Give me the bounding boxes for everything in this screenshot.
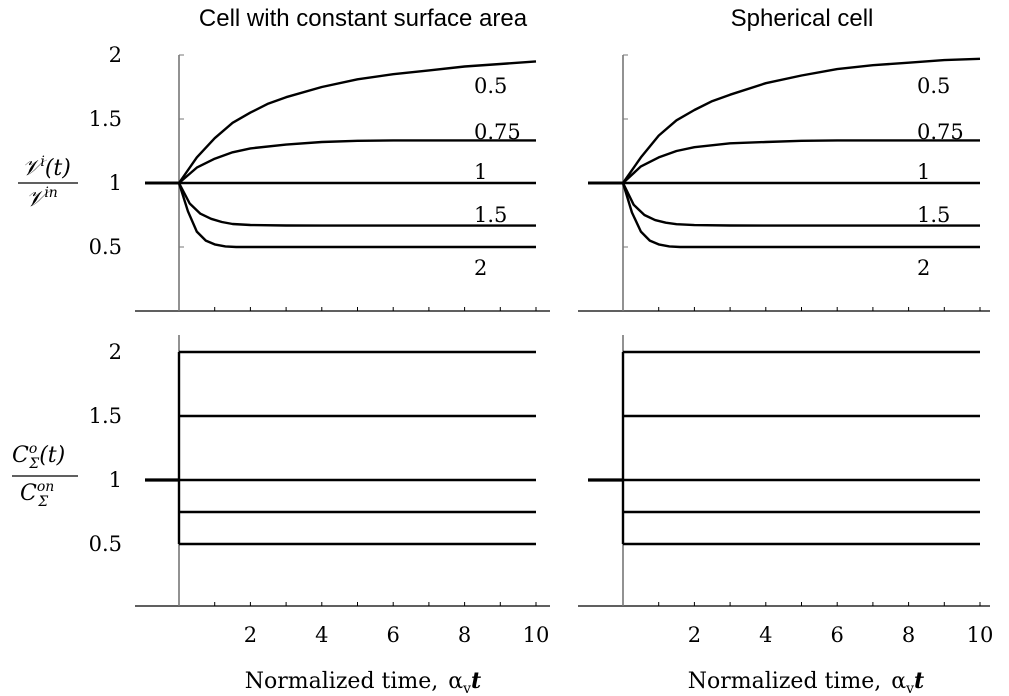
y-tick-label: 1.5: [89, 404, 122, 428]
panel-top-right: 0.5 0.75 1 1.5 2: [578, 54, 990, 312]
title-left: Cell with constant surface area: [199, 5, 528, 32]
y-label-top: 𝒱i(t) 𝒱in: [18, 154, 78, 212]
series-line: [588, 181, 980, 249]
x-tick-label: 2: [244, 623, 257, 647]
y-bot-den: C: [20, 481, 37, 506]
y-tick-label: 1: [109, 468, 122, 492]
y-bot-num: C: [12, 443, 29, 468]
y-bot-num-arg: (t): [39, 443, 65, 468]
x-tick-label: 2: [688, 623, 701, 647]
curve-label: 2: [474, 256, 487, 280]
series-line: [588, 139, 980, 185]
panel-bottom-left: 2 4 6 8 10 0.5 1 1.5 2: [89, 335, 550, 647]
y-tick-label: 0.5: [89, 235, 122, 259]
series-line: [588, 181, 980, 227]
panels: 0.5 1 1.5 2 0.5 0.75 1 1.5 2 0.5 0.75 1 1.5 2 2 4 6 8 10 0.…: [89, 43, 994, 647]
y-tick-label: 2: [109, 340, 122, 364]
y-tick-label: 1: [109, 171, 122, 195]
y-bot-num-sub: Σ: [28, 456, 39, 472]
x-tick-label: 10: [967, 623, 994, 647]
x-tick-label: 8: [458, 623, 471, 647]
curve-label: 1.5: [917, 203, 950, 227]
y-bot-den-sub: Σ: [37, 494, 48, 510]
x-tick-label: 6: [831, 623, 844, 647]
panel-top-left: 0.5 1 1.5 2 0.5 0.75 1 1.5 2: [89, 43, 550, 312]
curve-label: 1.5: [474, 203, 507, 227]
x-tick-label: 6: [387, 623, 400, 647]
series-line: [145, 181, 536, 249]
svg-text:𝒱i(t): 𝒱i(t): [22, 154, 71, 181]
curve-label: 0.5: [474, 74, 507, 98]
series-line: [145, 181, 536, 227]
curve-label: 0.75: [917, 120, 964, 144]
y-top-num-sup: i: [40, 154, 44, 170]
series-line: [588, 57, 981, 185]
y-top-den-sup: in: [44, 185, 58, 201]
y-tick-label: 2: [109, 43, 122, 67]
curve-label: 1: [917, 160, 930, 184]
x-tick-label: 4: [315, 623, 328, 647]
title-right: Spherical cell: [731, 5, 874, 32]
x-label-left: Normalized time, αvt: [245, 668, 481, 696]
curve-label: 0.5: [917, 74, 950, 98]
y-bot-den-sup: on: [37, 479, 54, 495]
y-top-num-arg: (t): [45, 156, 71, 181]
x-label-right: Normalized time, αvt: [688, 668, 924, 696]
curve-label: 1: [474, 160, 487, 184]
x-tick-label: 10: [523, 623, 550, 647]
panel-bottom-right: 2 4 6 8 10: [578, 335, 993, 647]
series-line: [145, 60, 537, 185]
y-bot-num-sup: o: [29, 441, 37, 457]
y-tick-label: 0.5: [89, 532, 122, 556]
x-tick-label: 4: [759, 623, 772, 647]
curve-label: 0.75: [474, 120, 521, 144]
curve-label: 2: [917, 256, 930, 280]
y-tick-label: 1.5: [89, 107, 122, 131]
svg-text:𝒱in: 𝒱in: [26, 185, 58, 212]
y-label-bottom: Co Σ(t) Con Σ: [12, 441, 78, 510]
x-tick-label: 8: [902, 623, 915, 647]
svg-text:CoΣ(t): Co Σ(t): [12, 441, 65, 472]
series-line: [145, 139, 536, 185]
